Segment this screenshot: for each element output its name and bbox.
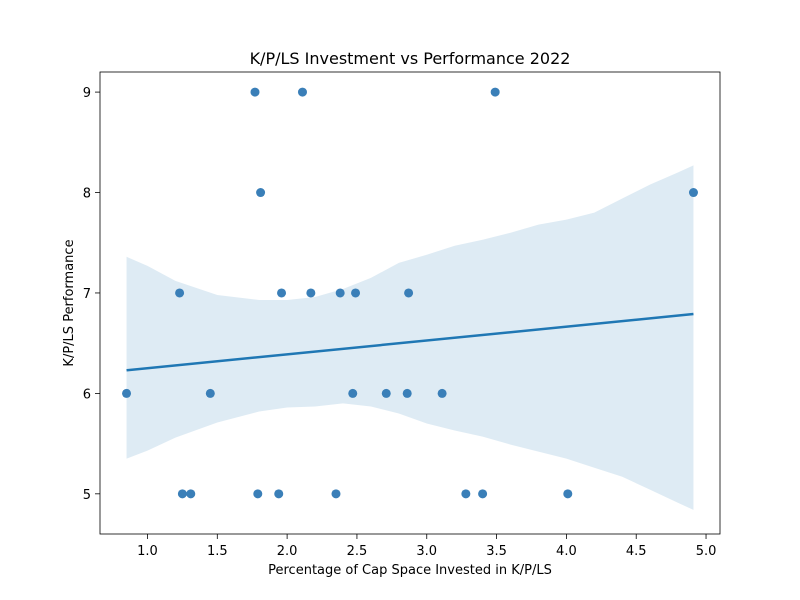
data-point [205, 388, 215, 398]
axes-frame [99, 71, 721, 535]
data-point [381, 388, 391, 398]
data-point [563, 489, 573, 499]
x-tick-label: 4.5 [626, 544, 647, 559]
x-tick-label: 1.0 [137, 544, 158, 559]
data-point [186, 489, 196, 499]
data-point [402, 388, 412, 398]
data-point [277, 288, 287, 298]
data-point [306, 288, 316, 298]
chart-title: K/P/LS Investment vs Performance 2022 [250, 49, 571, 68]
regression-line [126, 312, 694, 372]
points-layer [122, 87, 698, 499]
y-tick-label: 7 [83, 287, 91, 302]
data-point [461, 489, 471, 499]
y-tick-label: 8 [83, 187, 91, 202]
data-point [348, 388, 358, 398]
y-axis-ticks: 5 6 7 8 9 [83, 86, 100, 503]
x-tick-label: 4.0 [556, 544, 577, 559]
y-tick-label: 6 [83, 387, 91, 402]
plot-area [122, 87, 698, 510]
x-tick-label: 2.0 [277, 544, 298, 559]
data-point [437, 388, 447, 398]
x-tick-label: 5.0 [696, 544, 717, 559]
data-point [177, 489, 187, 499]
data-point [250, 87, 260, 97]
data-point [404, 288, 414, 298]
confidence-band [126, 165, 694, 510]
x-tick-label: 3.5 [486, 544, 507, 559]
data-point [490, 87, 500, 97]
x-tick-label: 3.0 [416, 544, 437, 559]
x-tick-label: 1.5 [207, 544, 228, 559]
data-point [274, 489, 284, 499]
y-axis-title: K/P/LS Performance [62, 239, 77, 366]
data-point [256, 188, 266, 198]
x-axis-ticks: 1.0 1.5 2.0 2.5 3.0 3.5 4.0 4.5 5.0 [137, 534, 716, 559]
data-point [253, 489, 263, 499]
x-tick-label: 2.5 [347, 544, 368, 559]
y-tick-label: 5 [83, 488, 91, 503]
data-point [122, 388, 132, 398]
data-point [335, 288, 345, 298]
x-axis-title: Percentage of Cap Space Invested in K/P/… [268, 563, 552, 578]
data-point [297, 87, 307, 97]
data-point [688, 188, 698, 198]
data-point [478, 489, 488, 499]
y-tick-label: 9 [83, 86, 91, 101]
data-point [331, 489, 341, 499]
data-point [175, 288, 185, 298]
data-point [351, 288, 361, 298]
